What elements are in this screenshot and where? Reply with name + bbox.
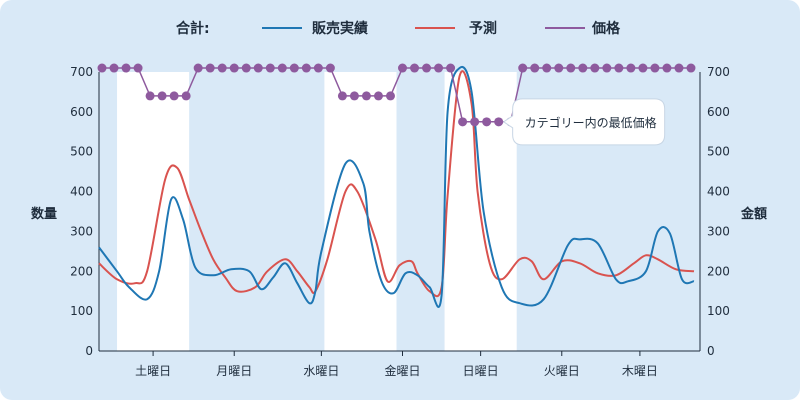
highlight-band <box>324 72 397 351</box>
x-tick-label: 金曜日 <box>384 363 420 378</box>
price-point <box>373 91 383 101</box>
price-point <box>97 63 107 73</box>
price-point <box>313 63 323 73</box>
price-point <box>157 91 167 101</box>
y-tick-label-left: 100 <box>70 304 93 318</box>
price-point <box>566 63 576 73</box>
y-tick-label-right: 200 <box>707 264 730 278</box>
price-point <box>277 63 287 73</box>
price-point <box>434 63 444 73</box>
price-point <box>253 63 263 73</box>
y-tick-label-right: 400 <box>707 185 730 199</box>
axes: 0 0 100 100 200 200 300 300 400 400 500 500 600 600 70… <box>31 65 767 378</box>
price-point <box>121 63 131 73</box>
legend-label: 販売実績 <box>312 20 368 37</box>
price-point <box>482 117 492 127</box>
price-point <box>241 63 251 73</box>
y-axis-title-left: 数量 <box>31 206 57 222</box>
price-point <box>325 63 335 73</box>
y-tick-label-right: 0 <box>707 344 715 358</box>
y-tick-label-right: 500 <box>707 145 730 159</box>
price-point <box>662 63 672 73</box>
price-point <box>349 91 359 101</box>
y-tick-label-right: 300 <box>707 224 730 238</box>
x-tick-label: 水曜日 <box>303 364 339 378</box>
price-point <box>590 63 600 73</box>
y-tick-label-left: 300 <box>70 224 93 238</box>
annotation-text: カテゴリー内の最低価格 <box>525 115 657 130</box>
legend: 合計: 販売実績 予測 価格 <box>176 20 621 37</box>
price-point <box>193 63 203 73</box>
highlight-band <box>117 72 190 351</box>
price-point <box>289 63 299 73</box>
price-point <box>446 63 456 73</box>
price-point <box>674 63 684 73</box>
price-point <box>217 63 227 73</box>
y-tick-label-left: 500 <box>70 145 93 159</box>
price-point <box>602 63 612 73</box>
series-line-forecast <box>98 70 695 298</box>
x-tick-label: 日曜日 <box>463 364 499 378</box>
price-point <box>638 63 648 73</box>
series-lines <box>98 65 695 308</box>
price-point <box>458 117 468 127</box>
y-tick-label-right: 600 <box>707 105 730 119</box>
y-tick-label-right: 100 <box>707 304 730 318</box>
price-point <box>686 63 696 73</box>
price-point <box>265 63 275 73</box>
price-point <box>145 91 155 101</box>
min-price-annotation: カテゴリー内の最低価格 <box>502 98 666 146</box>
y-tick-label-left: 400 <box>70 185 93 199</box>
x-tick-label: 火曜日 <box>544 364 580 378</box>
price-point <box>626 63 636 73</box>
price-point <box>229 63 239 73</box>
annotation-bubble <box>502 98 666 146</box>
price-point <box>337 91 347 101</box>
price-point <box>133 63 143 73</box>
price-point <box>205 63 215 73</box>
price-point <box>169 91 179 101</box>
price-point <box>361 91 371 101</box>
price-point <box>385 91 395 101</box>
price-markers <box>97 63 696 127</box>
y-tick-label-right: 700 <box>707 65 730 79</box>
price-point <box>650 63 660 73</box>
price-point <box>181 91 191 101</box>
price-point <box>614 63 624 73</box>
price-point <box>578 63 588 73</box>
price-point <box>530 63 540 73</box>
highlight-bands <box>117 72 517 351</box>
x-tick-label: 木曜日 <box>622 364 658 378</box>
legend-label: 価格 <box>591 20 621 37</box>
price-point <box>398 63 408 73</box>
price-point <box>494 117 504 127</box>
price-point <box>518 63 528 73</box>
y-tick-label-left: 600 <box>70 105 93 119</box>
x-tick-label: 土曜日 <box>135 364 171 378</box>
price-point <box>542 63 552 73</box>
price-point <box>410 63 420 73</box>
price-point <box>470 117 480 127</box>
x-tick-label: 月曜日 <box>216 364 252 378</box>
y-tick-label-left: 0 <box>85 344 93 358</box>
price-point <box>301 63 311 73</box>
y-axis-title-right: 金額 <box>740 206 767 222</box>
y-tick-label-left: 700 <box>70 65 93 79</box>
price-point <box>554 63 564 73</box>
y-tick-label-left: 200 <box>70 264 93 278</box>
price-point <box>422 63 432 73</box>
legend-label: 予測 <box>469 20 497 37</box>
legend-title: 合計: <box>176 20 210 37</box>
series-line-actual <box>98 65 695 308</box>
price-point <box>109 63 119 73</box>
